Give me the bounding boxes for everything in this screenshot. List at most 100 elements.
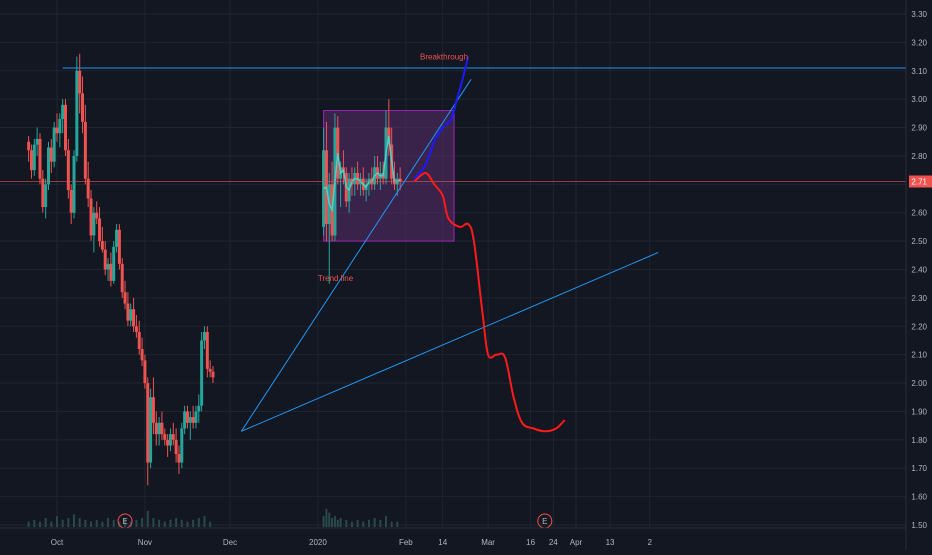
volume-bar <box>367 519 370 527</box>
y-tick-label: 2.90 <box>911 124 927 133</box>
volume-bar <box>325 509 328 527</box>
volume-bar <box>345 519 348 527</box>
earnings-marker-label: E <box>542 517 547 526</box>
candle-body <box>197 405 201 412</box>
candle-body <box>134 326 138 332</box>
candle-body <box>132 309 136 327</box>
y-tick-label: 2.10 <box>911 351 927 360</box>
volume-bar <box>90 521 93 527</box>
earnings-marker-label: E <box>122 517 127 526</box>
volume-bar <box>146 510 149 527</box>
volume-bar <box>135 519 138 527</box>
candle-body <box>66 150 70 191</box>
candle-body <box>75 70 79 156</box>
y-tick-label: 3.30 <box>911 10 927 19</box>
candle-body <box>52 127 56 162</box>
candle-body <box>205 331 209 369</box>
volume-bar <box>186 521 189 527</box>
candle-body <box>98 218 102 242</box>
volume-bar <box>356 519 359 527</box>
x-tick-label: 13 <box>606 538 615 547</box>
candle-body <box>123 292 127 304</box>
candle-body <box>78 70 82 94</box>
volume-bar <box>390 521 393 527</box>
candle-body <box>49 147 53 162</box>
trend-line <box>240 79 472 432</box>
candle-body <box>109 263 113 281</box>
volume-bar <box>107 518 110 527</box>
candle-body <box>211 371 215 378</box>
candle-body <box>112 246 116 281</box>
candle-body <box>44 184 48 208</box>
volume-bar <box>112 519 115 527</box>
candle-body <box>174 439 178 455</box>
candle-body <box>120 263 124 293</box>
current-price-label: 2.71 <box>911 177 927 186</box>
volume-bar <box>101 521 104 527</box>
volume-bar <box>84 519 87 527</box>
candle-body <box>143 360 147 384</box>
candle-body <box>89 198 93 236</box>
volume-bar <box>27 521 30 527</box>
grid-layer <box>0 0 906 528</box>
moving-average-line <box>323 135 401 213</box>
volume-bar <box>95 519 98 527</box>
candle-body <box>194 411 198 423</box>
candle-body <box>200 340 204 406</box>
candle-body <box>168 434 172 446</box>
volume-bar <box>322 516 325 527</box>
volume-bar <box>141 518 144 527</box>
x-tick-label: 2020 <box>309 538 327 547</box>
volume-bar <box>180 519 183 527</box>
volume-bar <box>78 518 81 527</box>
candle-body <box>157 422 161 435</box>
volume-bar <box>333 516 336 527</box>
volume-bar <box>61 519 64 527</box>
candle-body <box>81 93 85 122</box>
y-tick-label: 2.50 <box>911 237 927 246</box>
candle-body <box>202 331 206 341</box>
y-tick-label: 1.50 <box>911 521 927 530</box>
candle-body <box>137 331 141 349</box>
y-tick-label: 2.20 <box>911 322 927 331</box>
candle-body <box>126 303 130 321</box>
volume-bar <box>339 518 342 527</box>
trend-line <box>241 252 659 432</box>
candle-body <box>95 212 99 219</box>
volume-bar <box>169 519 172 527</box>
x-tick-label: Feb <box>399 538 413 547</box>
volume-bar <box>67 518 70 527</box>
candle-body <box>322 150 326 227</box>
x-tick-label: 24 <box>549 538 558 547</box>
candle-body <box>154 422 158 435</box>
candle-body <box>27 141 31 151</box>
volume-bar <box>73 514 76 527</box>
candle-body <box>171 434 175 440</box>
y-tick-label: 3.10 <box>911 67 927 76</box>
candle-body <box>146 383 150 463</box>
candle-body <box>64 104 68 151</box>
candle-body <box>58 119 62 134</box>
x-tick-label: Mar <box>481 538 495 547</box>
volume-bar <box>350 521 353 527</box>
candle-body <box>166 439 170 446</box>
y-tick-label: 1.80 <box>911 436 927 445</box>
candle-body <box>72 155 76 213</box>
y-tick-label: 3.00 <box>911 95 927 104</box>
candle-body <box>185 411 189 423</box>
x-tick-label: 2 <box>648 538 653 547</box>
volume-bar <box>209 521 212 527</box>
candle-body <box>103 249 107 270</box>
volume-bar <box>33 519 36 527</box>
volume-bar <box>158 519 161 527</box>
x-tick-label: Oct <box>51 538 64 547</box>
volume-bar <box>175 518 178 527</box>
y-tick-label: 1.60 <box>911 493 927 502</box>
candle-body <box>208 368 212 372</box>
candle-body <box>83 121 87 179</box>
y-tick-label: 2.80 <box>911 152 927 161</box>
candle-body <box>140 348 144 361</box>
y-tick-label: 1.70 <box>911 464 927 473</box>
